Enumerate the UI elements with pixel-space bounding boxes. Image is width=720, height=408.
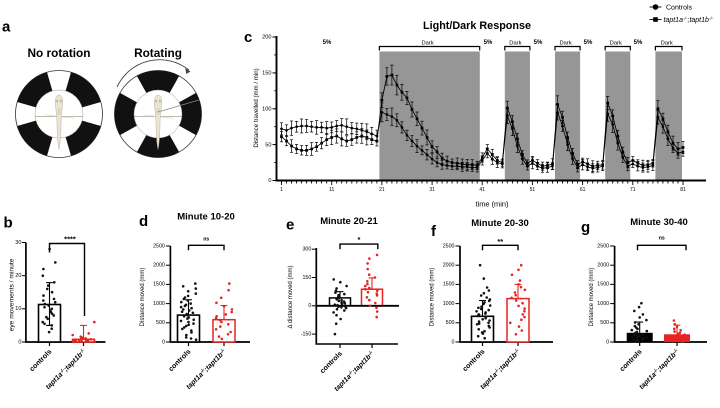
svg-text:200: 200	[262, 35, 271, 41]
svg-text:Dark: Dark	[559, 41, 571, 47]
svg-text:0: 0	[162, 339, 165, 345]
svg-text:2500: 2500	[597, 243, 609, 249]
svg-text:Distance moved (mm): Distance moved (mm)	[140, 268, 146, 327]
svg-text:500: 500	[600, 320, 609, 326]
svg-text:0: 0	[606, 339, 609, 345]
svg-text:Minute 20-30: Minute 20-30	[471, 218, 529, 229]
svg-text:1500: 1500	[443, 282, 455, 288]
svg-text:2000: 2000	[443, 263, 455, 269]
svg-text:5%: 5%	[323, 40, 332, 46]
svg-text:-150: -150	[301, 331, 312, 337]
svg-text:5%: 5%	[584, 40, 593, 46]
svg-text:1000: 1000	[597, 301, 609, 307]
svg-text:2500: 2500	[153, 243, 165, 249]
svg-text:21: 21	[379, 187, 385, 193]
svg-text:11: 11	[329, 187, 334, 193]
svg-text:51: 51	[530, 187, 536, 193]
svg-text:d: d	[139, 213, 148, 230]
svg-text:0: 0	[452, 339, 455, 345]
svg-text:time (min): time (min)	[476, 200, 509, 209]
svg-text:61: 61	[580, 187, 586, 193]
svg-text:b: b	[4, 215, 13, 232]
svg-text:tapt1a-/-;tapt1b-/-: tapt1a-/-;tapt1b-/-	[664, 16, 714, 24]
svg-text:Rotating: Rotating	[134, 46, 182, 60]
svg-text:20: 20	[15, 273, 21, 279]
svg-text:81: 81	[680, 187, 686, 193]
svg-text:1500: 1500	[153, 282, 165, 288]
svg-text:150: 150	[302, 275, 311, 281]
svg-text:0: 0	[308, 303, 311, 309]
svg-text:500: 500	[156, 320, 165, 326]
svg-text:ns: ns	[659, 236, 665, 242]
svg-text:71: 71	[630, 187, 636, 193]
svg-text:Distance moved (mm): Distance moved (mm)	[589, 268, 595, 327]
svg-text:Dark: Dark	[610, 41, 622, 47]
svg-text:5%: 5%	[534, 40, 543, 46]
svg-text:Minute 10-20: Minute 10-20	[177, 212, 235, 223]
svg-text:30: 30	[15, 240, 21, 246]
svg-text:31: 31	[429, 187, 435, 193]
svg-text:*: *	[358, 235, 361, 244]
svg-text:Controls: Controls	[666, 3, 693, 11]
svg-text:Distance travelled (mm / min): Distance travelled (mm / min)	[253, 68, 260, 147]
svg-text:No rotation: No rotation	[28, 46, 91, 60]
svg-text:150: 150	[262, 71, 271, 77]
svg-text:Distance moved (mm): Distance moved (mm)	[430, 268, 436, 327]
svg-text:100: 100	[262, 107, 271, 113]
svg-text:1: 1	[280, 187, 283, 193]
svg-text:1000: 1000	[153, 301, 165, 307]
svg-text:e: e	[286, 217, 294, 234]
svg-text:41: 41	[479, 187, 485, 193]
svg-text:Δ distance moved (mm): Δ distance moved (mm)	[288, 265, 294, 328]
svg-text:g: g	[581, 219, 590, 236]
svg-text:2000: 2000	[153, 263, 165, 269]
svg-text:Dark: Dark	[661, 41, 673, 47]
svg-text:**: **	[497, 237, 503, 246]
svg-text:0: 0	[18, 339, 21, 345]
svg-text:1000: 1000	[443, 301, 455, 307]
svg-text:10: 10	[15, 306, 21, 312]
svg-text:50: 50	[265, 142, 271, 148]
svg-text:1500: 1500	[597, 282, 609, 288]
svg-text:Minute 20-21: Minute 20-21	[320, 216, 378, 227]
svg-text:2000: 2000	[597, 263, 609, 269]
svg-text:500: 500	[446, 320, 455, 326]
svg-text:ns: ns	[203, 237, 209, 243]
svg-text:0: 0	[268, 178, 271, 184]
svg-text:300: 300	[302, 247, 311, 253]
svg-text:f: f	[431, 223, 437, 240]
svg-text:5%: 5%	[634, 40, 643, 46]
svg-text:Light/Dark Response: Light/Dark Response	[423, 20, 531, 32]
svg-text:2500: 2500	[443, 243, 455, 249]
svg-text:eye movements / minute: eye movements / minute	[9, 258, 16, 331]
svg-text:Dark: Dark	[421, 41, 433, 47]
svg-text:****: ****	[64, 235, 76, 244]
svg-text:5%: 5%	[484, 40, 493, 46]
svg-text:c: c	[244, 29, 252, 46]
svg-text:Minute 30-40: Minute 30-40	[630, 217, 688, 228]
svg-text:Dark: Dark	[509, 41, 521, 47]
svg-text:a: a	[2, 19, 11, 36]
